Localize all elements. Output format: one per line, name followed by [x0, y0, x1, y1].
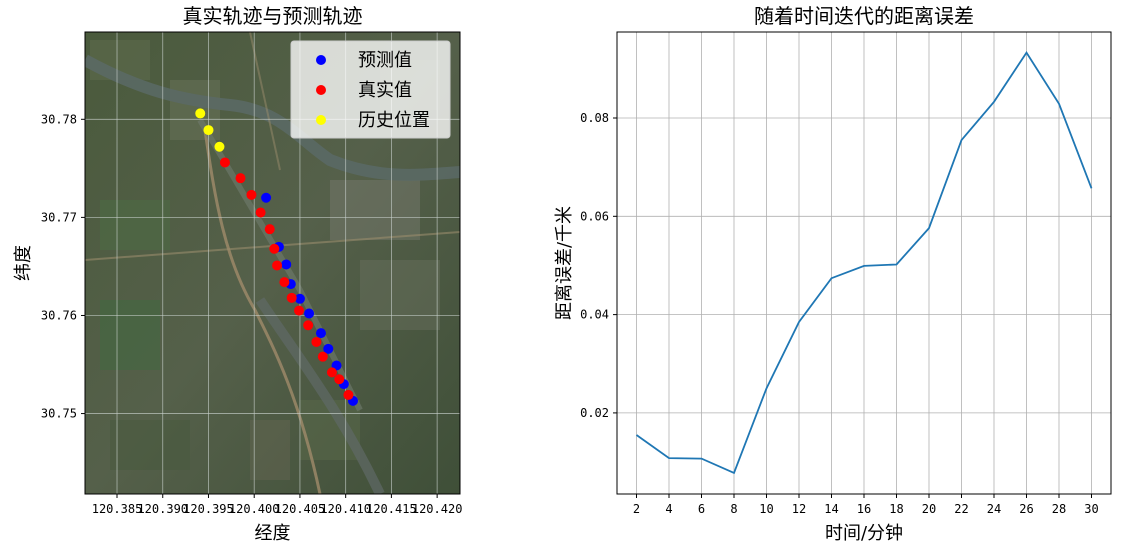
predicted-point	[323, 343, 334, 354]
actual-point	[272, 260, 283, 271]
line-x-tick-label: 8	[730, 502, 737, 516]
line-y-tick-label: 0.04	[580, 308, 609, 322]
actual-point	[343, 389, 354, 400]
line-gridlines	[617, 32, 1111, 494]
legend-label-actual: 真实值	[358, 80, 412, 101]
line-x-tick-label: 18	[889, 502, 903, 516]
line-x-tick-label: 4	[665, 502, 672, 516]
legend-marker-predicted	[316, 55, 326, 65]
error-line-chart: 2 4 6 8 10 12 14 16 18 20 22 24 26 28 30 0.020.040.060…	[554, 4, 1112, 544]
actual-point	[255, 207, 266, 218]
map-x-tick-label: 120.420	[412, 502, 463, 516]
legend-box	[290, 40, 451, 139]
history-point	[195, 108, 206, 119]
line-x-tick-label: 2	[633, 502, 640, 516]
map-x-tick-label: 120.400	[229, 502, 280, 516]
line-x-tick-label: 26	[1019, 502, 1033, 516]
map-x-tick-label: 120.385	[92, 502, 143, 516]
line-x-tick-label: 20	[922, 502, 936, 516]
map-y-tick-label: 30.77	[41, 210, 77, 224]
map-x-tick-label: 120.410	[320, 502, 371, 516]
line-x-tick-label: 6	[698, 502, 705, 516]
line-y-ticks: 0.02 0.04 0.06 0.08	[580, 111, 617, 420]
map-y-tick-label: 30.76	[41, 308, 77, 322]
map-x-tick-label: 120.390	[137, 502, 188, 516]
line-x-tick-label: 30	[1084, 502, 1098, 516]
actual-point	[294, 305, 305, 316]
map-x-tick-label: 120.415	[366, 502, 417, 516]
predicted-point	[261, 192, 272, 203]
map-chart-title: 真实轨迹与预测轨迹	[183, 4, 363, 28]
legend-label-history: 历史位置	[358, 110, 430, 131]
legend-marker-actual	[316, 85, 326, 95]
error-series-line	[635, 50, 1093, 475]
line-x-tick-label: 10	[759, 502, 773, 516]
predicted-point	[304, 308, 315, 319]
actual-point	[264, 224, 275, 235]
legend-marker-history	[316, 115, 326, 125]
map-x-tick-label: 120.395	[183, 502, 234, 516]
line-chart-title: 随着时间迭代的距离误差	[754, 4, 974, 28]
actual-point	[303, 320, 314, 331]
line-x-axis-label: 时间/分钟	[825, 523, 903, 544]
line-y-tick-label: 0.02	[580, 406, 609, 420]
actual-point	[334, 374, 345, 385]
line-x-tick-label: 16	[857, 502, 871, 516]
predicted-point	[281, 259, 292, 270]
actual-point	[269, 243, 280, 254]
map-axes-frame	[84, 31, 461, 495]
predicted-point	[315, 328, 326, 339]
actual-point	[317, 351, 328, 362]
line-y-axis-label: 距离误差/千米	[554, 206, 575, 320]
actual-point	[311, 336, 322, 347]
map-x-axis-label: 经度	[255, 523, 291, 544]
map-scatter-chart: 120.385120.390120.395120.400120.405120.4…	[13, 4, 462, 544]
map-legend: 预测值 真实值 历史位置	[290, 40, 451, 139]
map-y-axis-label: 纬度	[13, 245, 34, 281]
actual-point	[326, 367, 337, 378]
map-y-ticks: 30.75 30.76 30.77 30.78	[41, 112, 85, 421]
actual-point	[246, 189, 257, 200]
actual-point	[286, 292, 297, 303]
map-x-ticks: 120.385120.390120.395120.400120.405120.4…	[92, 494, 463, 516]
actual-point	[235, 173, 246, 184]
line-y-tick-label: 0.06	[580, 209, 609, 223]
line-x-tick-label: 28	[1052, 502, 1066, 516]
line-y-tick-label: 0.08	[580, 111, 609, 125]
history-point	[214, 141, 225, 152]
map-data-points	[195, 108, 358, 406]
map-x-tick-label: 120.405	[275, 502, 326, 516]
actual-point	[219, 157, 230, 168]
line-x-tick-label: 22	[954, 502, 968, 516]
history-point	[203, 125, 214, 136]
line-x-tick-label: 14	[824, 502, 838, 516]
line-x-tick-label: 24	[987, 502, 1001, 516]
watermark: CSDN @阳台上的阳光	[955, 519, 1108, 537]
map-y-tick-label: 30.78	[41, 112, 77, 126]
line-x-ticks: 2 4 6 8 10 12 14 16 18 20 22 24 26 28 30	[633, 494, 1099, 516]
predicted-point	[294, 293, 305, 304]
line-x-tick-label: 12	[792, 502, 806, 516]
map-y-tick-label: 30.75	[41, 407, 77, 421]
actual-point	[279, 277, 290, 288]
legend-label-predicted: 预测值	[358, 50, 412, 71]
